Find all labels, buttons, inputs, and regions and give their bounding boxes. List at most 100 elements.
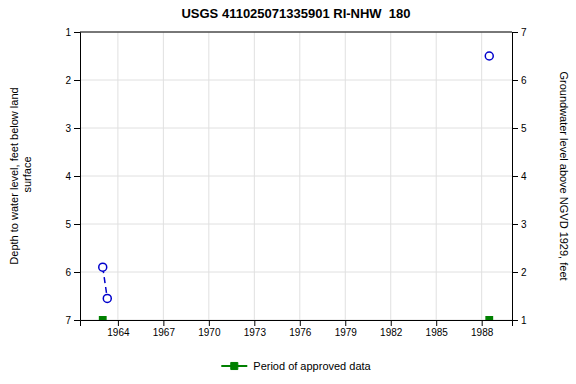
tick-label: 2 [65, 75, 71, 86]
tick: 1964 [107, 320, 130, 338]
tick-mark [512, 272, 518, 273]
tick: 1988 [471, 320, 494, 338]
tick: 1 [512, 315, 527, 326]
grid-line-y [80, 272, 512, 273]
point [99, 263, 107, 271]
grid-line-y [80, 80, 512, 81]
tick: 7 [65, 315, 80, 326]
title: USGS 411025071335901 RI-NHW 180 [181, 6, 410, 21]
tick-label: 1988 [471, 327, 494, 338]
tick-mark [74, 224, 80, 225]
tick: 2 [65, 75, 80, 86]
tick: 1 [65, 27, 80, 38]
tick-mark [512, 224, 518, 225]
x-axis: 1964 1967 1970 1973 1976 1979 1982 1985 1988 [81, 320, 513, 338]
tick-label: 1976 [289, 327, 312, 338]
tick-mark [74, 272, 80, 273]
y2-axis: 1 2 3 4 5 6 7 [512, 27, 527, 326]
tick-mark [512, 80, 518, 81]
tick: 7 [512, 27, 527, 38]
tick-label: 4 [521, 171, 527, 182]
tick-mark [436, 320, 437, 326]
tick: 6 [65, 267, 80, 278]
grid-line-y [80, 32, 512, 33]
tick-label: 5 [521, 123, 527, 134]
grid [80, 32, 512, 320]
tick-label: 7 [65, 315, 71, 326]
tick: 1985 [426, 320, 449, 338]
tick: 1979 [335, 320, 358, 338]
axis-line [81, 321, 513, 327]
tick-mark [512, 128, 518, 129]
frame-top [80, 32, 512, 33]
tick: 4 [512, 171, 527, 182]
tick-label: 5 [65, 219, 71, 230]
tick: 4 [65, 171, 80, 182]
legend-label: Period of approved data [253, 360, 371, 372]
point [100, 317, 106, 320]
tick-mark [300, 320, 301, 326]
tick-mark [209, 320, 210, 326]
tick-mark [345, 320, 346, 326]
tick-mark [74, 320, 80, 321]
point [486, 317, 492, 320]
tick-mark [512, 320, 518, 321]
tick-mark [254, 320, 255, 326]
axis-line [513, 33, 519, 321]
legend-swatch-marker [231, 362, 238, 369]
tick-label: 4 [65, 171, 71, 182]
tick-mark [74, 128, 80, 129]
tick-label: 1979 [335, 327, 358, 338]
y-axis: 1 2 3 4 5 6 7 [65, 27, 80, 326]
point [103, 294, 111, 302]
tick: 1976 [289, 320, 312, 338]
tick-label: 1982 [380, 327, 403, 338]
tick-label: 1964 [107, 327, 130, 338]
axis-line [74, 33, 81, 321]
tick: 3 [65, 123, 80, 134]
tick-mark [391, 320, 392, 326]
tick-mark [512, 176, 518, 177]
tick-label: 1973 [244, 327, 267, 338]
tick-label: 1970 [198, 327, 221, 338]
tick-mark [482, 320, 483, 326]
tick-mark [512, 32, 518, 33]
point [485, 52, 493, 60]
legend: Period of approved data [221, 360, 371, 372]
marks [99, 52, 494, 320]
tick: 1982 [380, 320, 403, 338]
tick: 1970 [198, 320, 221, 338]
tick-label: 1967 [153, 327, 176, 338]
tick: 5 [512, 123, 527, 134]
y-axis-label-line: Depth to water level, feet below land [8, 87, 20, 264]
chart-svg: 1964 1967 1970 1973 1976 1979 1982 1985 1988 1 2 3 4… [0, 0, 576, 384]
tick-mark [74, 32, 80, 33]
plot: 1964 1967 1970 1973 1976 1979 1982 1985 1988 1 2 3 4… [65, 27, 527, 338]
tick-label: 3 [521, 219, 527, 230]
tick: 3 [512, 219, 527, 230]
tick-label: 1985 [426, 327, 449, 338]
grid-line-y [80, 128, 512, 129]
tick-mark [163, 320, 164, 326]
legend-item: Period of approved data [221, 360, 371, 372]
tick: 5 [65, 219, 80, 230]
tick-mark [74, 176, 80, 177]
tick: 2 [512, 267, 527, 278]
tick-mark [118, 320, 119, 326]
y-axis-label: Depth to water level, feet below land su… [8, 87, 33, 264]
grid-line-y [80, 224, 512, 225]
y-axis-label-line: surface [21, 156, 33, 195]
tick-label: 6 [65, 267, 71, 278]
tick-mark [74, 80, 80, 81]
tick-label: 7 [521, 27, 527, 38]
tick-label: 1 [65, 27, 71, 38]
tick: 1967 [153, 320, 176, 338]
tick-label: 2 [521, 267, 527, 278]
y2-axis-label: Groundwater level above NGVD 1929, feet [558, 71, 570, 280]
tick-label: 3 [65, 123, 71, 134]
tick: 1973 [244, 320, 267, 338]
grid-line-y [80, 176, 512, 177]
tick: 6 [512, 75, 527, 86]
tick-label: 1 [521, 315, 527, 326]
tick-label: 6 [521, 75, 527, 86]
